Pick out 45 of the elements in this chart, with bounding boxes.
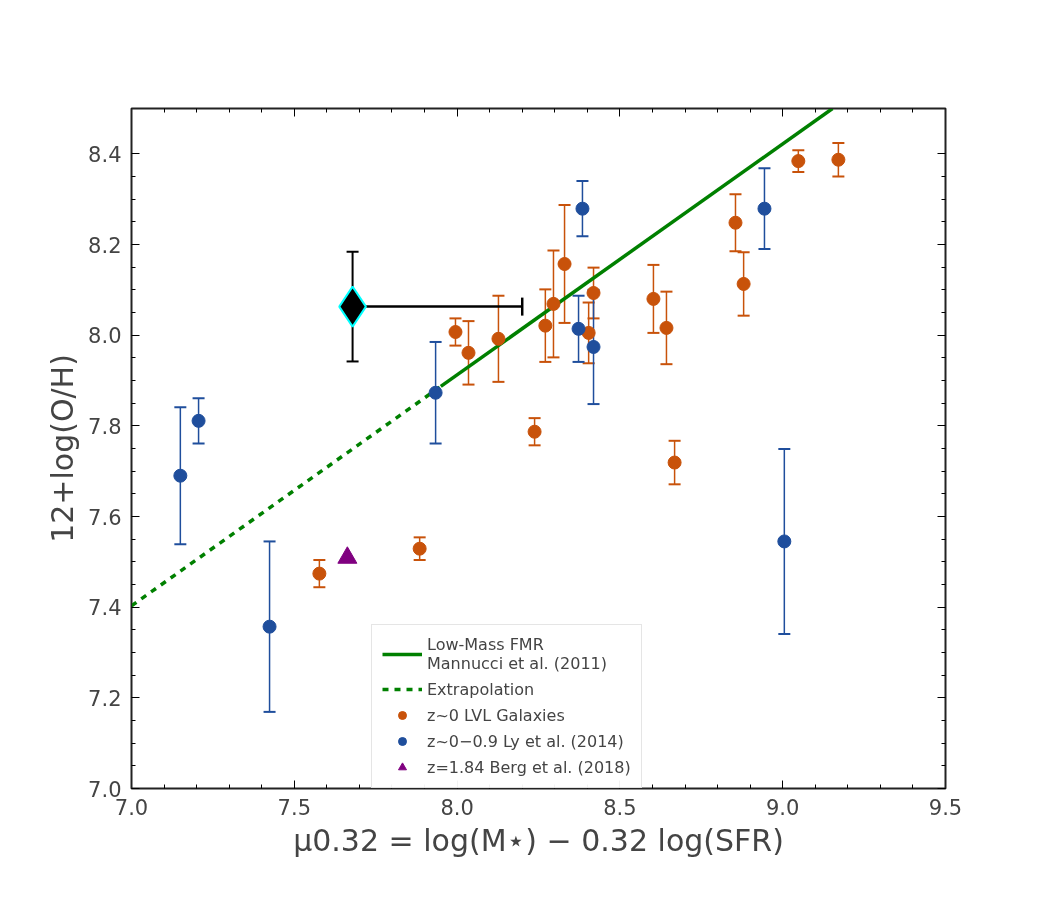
point: [586, 286, 601, 300]
point: [262, 619, 277, 634]
y-tick-label: 8.4: [88, 142, 122, 167]
y-tick-label: 7.8: [88, 414, 122, 439]
point: [557, 257, 572, 271]
y-tick-label: 7.4: [88, 596, 122, 621]
point: [527, 424, 542, 439]
legend-label: z=1.84 Berg et al. (2018): [427, 757, 631, 777]
x-tick-label: 7.5: [277, 795, 312, 820]
point: [428, 385, 443, 400]
legend-label: z~0 LVL Galaxies: [427, 705, 565, 725]
point: [575, 201, 590, 216]
y-axis-title: 12+log(O/H): [45, 354, 81, 543]
point: [757, 201, 772, 216]
point: [831, 152, 846, 167]
point: [546, 296, 561, 311]
point: [538, 318, 553, 333]
y-tick-label: 7.6: [88, 505, 122, 530]
point: [646, 291, 661, 306]
point: [448, 325, 463, 339]
point: [791, 154, 806, 169]
point: [173, 468, 188, 483]
point: [491, 331, 506, 346]
x-tick-label: 9.0: [766, 795, 800, 820]
legend-label: z~0−0.9 Ly et al. (2014): [427, 731, 624, 751]
point: [312, 566, 327, 581]
legend-label: Low-Mass FMR Mannucci et al. (2011): [427, 635, 607, 673]
point: [586, 339, 601, 354]
point: [461, 345, 476, 360]
point: [412, 541, 427, 556]
point: [736, 276, 751, 291]
y-tick-label: 7.2: [88, 686, 122, 711]
point: [728, 215, 743, 230]
point: [667, 455, 682, 470]
point: [571, 321, 586, 336]
point: [777, 534, 792, 549]
y-tick-label: 8.0: [88, 324, 122, 349]
legend-label: Extrapolation: [427, 679, 535, 699]
x-tick-label: 8.5: [603, 795, 637, 820]
x-axis-title: μ0.32 = log(M⋆) − 0.32 log(SFR): [293, 822, 784, 858]
x-tick-label: 8.0: [440, 795, 474, 820]
point: [659, 320, 674, 335]
y-tick-label: 8.2: [88, 233, 122, 258]
x-tick-label: 9.5: [928, 795, 963, 820]
point: [191, 413, 206, 428]
